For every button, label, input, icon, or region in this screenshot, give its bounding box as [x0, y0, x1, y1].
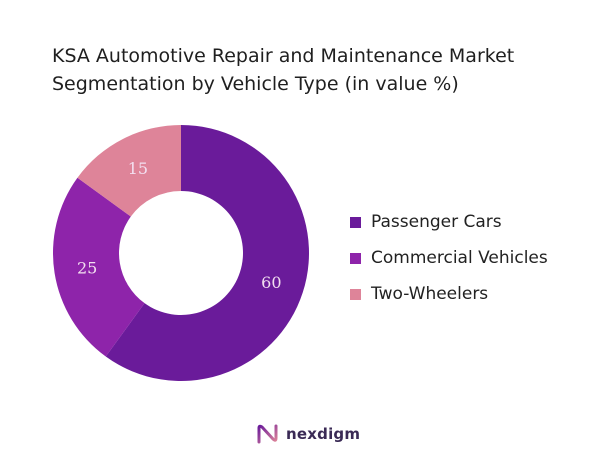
data-label-two-wheelers: 15	[128, 159, 148, 178]
data-label-passenger-cars: 60	[261, 273, 281, 292]
legend-label: Passenger Cars	[371, 212, 502, 232]
donut-slice-passenger-cars	[105, 125, 310, 381]
donut-slice-two-wheelers	[77, 125, 181, 217]
legend-swatch-passenger-cars	[350, 216, 361, 228]
chart-legend: Passenger Cars Commercial Vehicles Two-W…	[350, 204, 548, 312]
legend-item: Commercial Vehicles	[350, 240, 548, 276]
legend-label: Commercial Vehicles	[371, 248, 548, 268]
legend-swatch-commercial-vehicles	[350, 252, 361, 264]
legend-swatch-two-wheelers	[350, 288, 361, 300]
nexdigm-logo-icon	[257, 424, 278, 444]
brand-logo: nexdigm	[256, 423, 360, 445]
legend-item: Passenger Cars	[350, 204, 548, 240]
donut-slice-commercial-vehicles	[53, 177, 145, 357]
chart-title-line-1: KSA Automotive Repair and Maintenance Ma…	[52, 45, 515, 67]
legend-item: Two-Wheelers	[350, 276, 548, 312]
chart-title-line-2: Segmentation by Vehicle Type (in value %…	[52, 73, 459, 95]
chart-title: KSA Automotive Repair and Maintenance Ma…	[52, 42, 572, 98]
legend-label: Two-Wheelers	[371, 284, 489, 304]
data-label-commercial-vehicles: 25	[77, 258, 97, 277]
brand-name: nexdigm	[286, 425, 361, 443]
